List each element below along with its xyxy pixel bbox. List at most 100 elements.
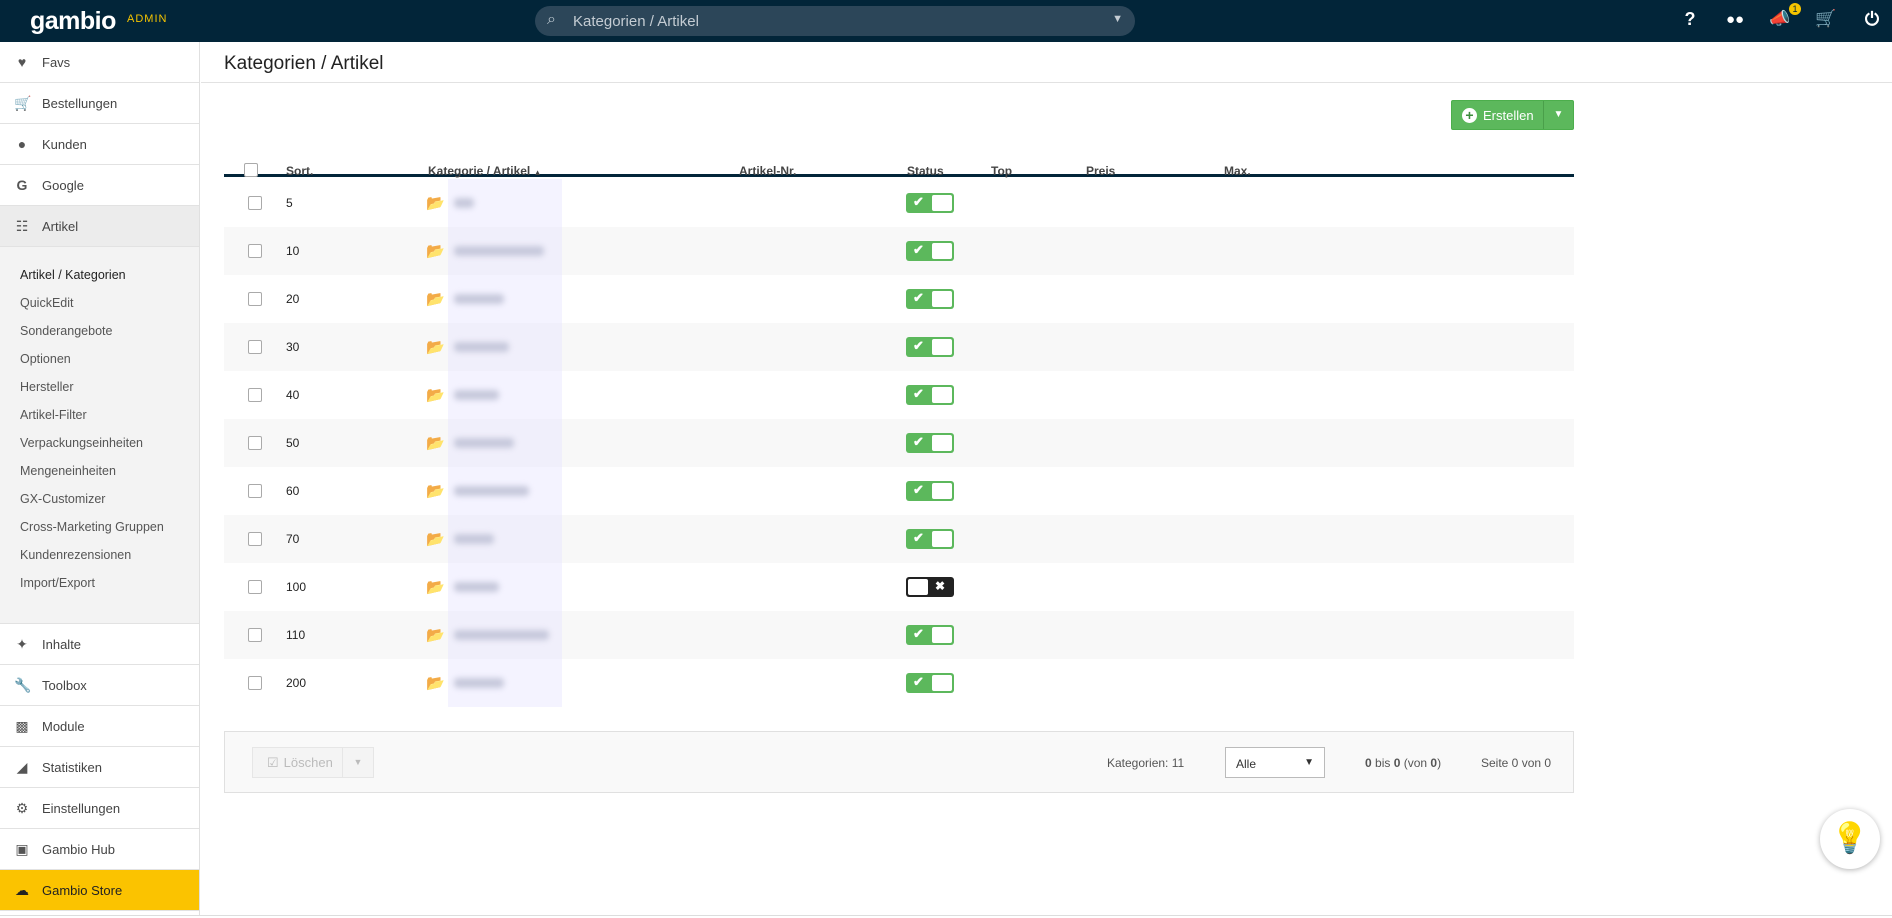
users-icon[interactable]: ●●: [1725, 11, 1745, 28]
table-row[interactable]: 110 📂 ✔: [224, 611, 1574, 659]
create-main-button[interactable]: + Erstellen: [1452, 101, 1544, 129]
sidebar-item-statistiken[interactable]: ◢ Statistiken: [0, 747, 199, 788]
category-name-blurred[interactable]: [454, 294, 504, 304]
col-sku[interactable]: Artikel-Nr.: [739, 164, 797, 178]
category-name-blurred[interactable]: [454, 630, 549, 640]
category-name-blurred[interactable]: [454, 342, 509, 352]
table-row[interactable]: 10 📂 ✔: [224, 227, 1574, 275]
category-name-blurred[interactable]: [454, 582, 499, 592]
status-toggle[interactable]: ✔: [906, 289, 954, 309]
row-checkbox[interactable]: [248, 388, 262, 402]
submenu-item[interactable]: Kundenrezensionen: [20, 548, 132, 562]
sidebar-item-google[interactable]: G Google: [0, 165, 199, 206]
submenu-item[interactable]: Sonderangebote: [20, 324, 113, 338]
delete-button[interactable]: ☑ Löschen ▼: [252, 747, 374, 778]
row-checkbox[interactable]: [248, 484, 262, 498]
submenu-item[interactable]: GX-Customizer: [20, 492, 106, 506]
sidebar-item-bestellungen[interactable]: 🛒 Bestellungen: [0, 83, 199, 124]
megaphone-icon[interactable]: 📣: [1769, 9, 1791, 28]
check-icon: ✔: [913, 626, 924, 641]
submenu-item[interactable]: Import/Export: [20, 576, 96, 590]
status-toggle[interactable]: ✔: [906, 481, 954, 501]
help-icon[interactable]: ?: [1684, 9, 1696, 29]
select-all-checkbox[interactable]: [244, 163, 258, 177]
sidebar-item-favs[interactable]: ♥ Favs: [0, 42, 199, 83]
sidebar-item-artikel[interactable]: ☷ Artikel: [0, 206, 199, 247]
status-toggle[interactable]: ✖: [906, 577, 954, 597]
table-row[interactable]: 70 📂 ✔: [224, 515, 1574, 563]
submenu-item[interactable]: Artikel-Filter: [20, 408, 87, 422]
sidebar-item-einstellungen[interactable]: ⚙ Einstellungen: [0, 788, 199, 829]
status-toggle[interactable]: ✔: [906, 385, 954, 405]
create-dropdown-toggle[interactable]: ▼: [1553, 109, 1564, 120]
category-name-blurred[interactable]: [454, 390, 499, 400]
table-row[interactable]: 20 📂 ✔: [224, 275, 1574, 323]
table-row[interactable]: 200 📂 ✔: [224, 659, 1574, 707]
submenu-item[interactable]: Cross-Marketing Gruppen: [20, 520, 164, 534]
submenu-item[interactable]: Mengeneinheiten: [20, 464, 116, 478]
status-toggle[interactable]: ✔: [906, 433, 954, 453]
sidebar-item-inhalte[interactable]: ✦ Inhalte: [0, 624, 199, 665]
row-checkbox[interactable]: [248, 580, 262, 594]
submenu-item[interactable]: Hersteller: [20, 380, 74, 394]
power-icon[interactable]: ⏻: [1864, 9, 1880, 29]
row-checkbox[interactable]: [248, 436, 262, 450]
toggle-knob: [932, 195, 952, 211]
cart-icon[interactable]: 🛒: [1815, 9, 1837, 28]
status-toggle[interactable]: ✔: [906, 625, 954, 645]
sidebar-item-gambio-hub[interactable]: ▣ Gambio Hub: [0, 829, 199, 870]
chevron-down-icon[interactable]: ▼: [1112, 13, 1123, 25]
table-row[interactable]: 30 📂 ✔: [224, 323, 1574, 371]
col-top[interactable]: Top: [991, 164, 1013, 178]
sidebar-item-module[interactable]: ▩ Module: [0, 706, 199, 747]
create-button[interactable]: + Erstellen ▼: [1451, 100, 1574, 130]
per-page-select[interactable]: Alle ▼: [1225, 747, 1325, 778]
sidebar-item-kunden[interactable]: ● Kunden: [0, 124, 199, 165]
search-input[interactable]: [573, 6, 1073, 36]
sidebar-item-toolbox[interactable]: 🔧 Toolbox: [0, 665, 199, 706]
sitemap-icon: ☷: [15, 217, 29, 234]
status-toggle[interactable]: ✔: [906, 529, 954, 549]
submenu-item[interactable]: Artikel / Kategorien: [20, 268, 126, 282]
row-checkbox[interactable]: [248, 292, 262, 306]
row-checkbox[interactable]: [248, 244, 262, 258]
category-name-blurred[interactable]: [454, 246, 544, 256]
col-max[interactable]: Max.: [1224, 164, 1251, 178]
submenu-item[interactable]: QuickEdit: [20, 296, 74, 310]
status-toggle[interactable]: ✔: [906, 673, 954, 693]
table-row[interactable]: 5 📂 ✔: [224, 179, 1574, 227]
table-row[interactable]: 50 📂 ✔: [224, 419, 1574, 467]
table-row[interactable]: 40 📂 ✔: [224, 371, 1574, 419]
search-box[interactable]: ⌕ ▼: [535, 6, 1135, 36]
row-checkbox[interactable]: [248, 340, 262, 354]
table-row[interactable]: 60 📂 ✔: [224, 467, 1574, 515]
row-checkbox[interactable]: [248, 532, 262, 546]
status-toggle[interactable]: ✔: [906, 337, 954, 357]
col-sort[interactable]: Sort.: [286, 164, 314, 178]
row-checkbox[interactable]: [248, 196, 262, 210]
category-name-blurred[interactable]: [454, 486, 529, 496]
lightbulb-help-button[interactable]: 💡: [1820, 809, 1880, 869]
status-toggle[interactable]: ✔: [906, 241, 954, 261]
gambio-logo[interactable]: gambio: [30, 7, 116, 35]
chevron-down-icon: ▼: [1304, 757, 1314, 768]
category-name-blurred[interactable]: [454, 198, 474, 208]
submenu-item[interactable]: Verpackungseinheiten: [20, 436, 144, 450]
delete-main-button[interactable]: ☑ Löschen: [253, 748, 343, 777]
col-status[interactable]: Status: [907, 164, 944, 178]
row-checkbox[interactable]: [248, 628, 262, 642]
category-name-blurred[interactable]: [454, 534, 494, 544]
col-price[interactable]: Preis: [1086, 164, 1116, 178]
category-name-blurred[interactable]: [454, 678, 504, 688]
category-name-blurred[interactable]: [454, 438, 514, 448]
delete-dropdown-toggle[interactable]: ▼: [353, 757, 363, 767]
col-name[interactable]: Kategorie / Artikel ▲: [428, 164, 542, 178]
status-toggle[interactable]: ✔: [906, 193, 954, 213]
sidebar-item-gambio-store[interactable]: ☁ Gambio Store: [0, 870, 199, 911]
submenu-item[interactable]: Optionen: [20, 352, 71, 366]
sort-value: 70: [286, 532, 300, 546]
create-label: Erstellen: [1483, 107, 1534, 123]
row-checkbox[interactable]: [248, 676, 262, 690]
sidebar-item-label: Inhalte: [42, 636, 82, 652]
table-row[interactable]: 100 📂 ✖: [224, 563, 1574, 611]
